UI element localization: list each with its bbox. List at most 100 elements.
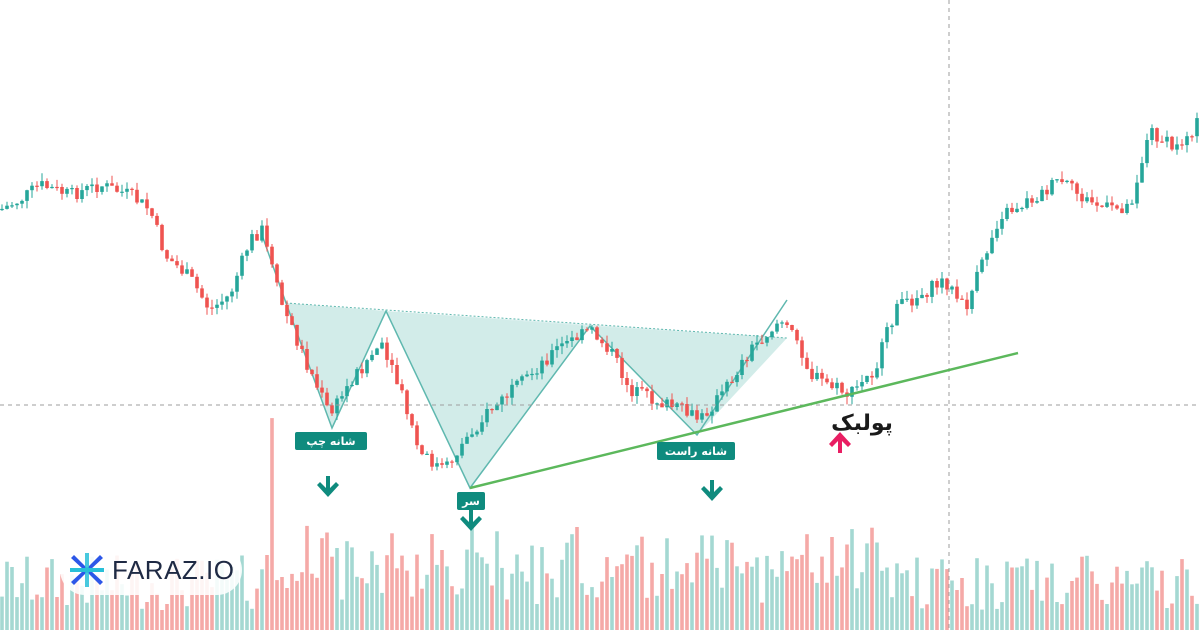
volume-bar: [545, 573, 549, 630]
candle-body: [205, 297, 209, 308]
candle-body: [870, 375, 874, 378]
candle-body: [235, 275, 239, 292]
volume-bar: [645, 597, 649, 630]
volume-bar: [810, 572, 814, 630]
candle-body: [175, 261, 179, 266]
volume-bar: [815, 582, 819, 630]
candle-body: [70, 188, 74, 190]
candle-body: [655, 403, 659, 405]
candle-body: [1045, 189, 1049, 195]
volume-bar: [995, 608, 999, 630]
volume-bar: [1025, 558, 1029, 630]
volume-bar: [270, 418, 274, 630]
candle-body: [255, 234, 259, 241]
candle-body: [795, 330, 799, 341]
volume-bar: [480, 557, 484, 630]
volume-bar: [10, 567, 14, 630]
volume-bar: [1020, 566, 1024, 630]
candle-body: [630, 385, 634, 397]
volume-bar: [1115, 566, 1119, 630]
volume-bar: [315, 577, 319, 630]
volume-bar: [405, 570, 409, 630]
candle-body: [110, 183, 114, 186]
candle-body: [420, 445, 424, 455]
volume-bar: [510, 573, 514, 630]
volume-bar: [385, 555, 389, 630]
candle-body: [430, 453, 434, 467]
candle-body: [1130, 203, 1134, 205]
candle-body: [815, 372, 819, 380]
candle-body: [285, 304, 289, 317]
candle-body: [665, 399, 669, 408]
pullback-text: پولبک: [831, 411, 893, 436]
volume-bar: [0, 596, 4, 630]
candle-body: [1070, 180, 1074, 184]
candle-body: [1090, 197, 1094, 203]
candle-body: [25, 190, 29, 201]
candle-body: [160, 224, 164, 251]
candle-body: [535, 373, 539, 375]
candle-body: [995, 228, 999, 238]
candle-body: [1175, 144, 1179, 150]
volume-bar: [605, 557, 609, 630]
volume-bar: [655, 595, 659, 630]
volume-bar: [150, 583, 154, 630]
volume-bar: [135, 564, 139, 630]
volume-bar: [20, 583, 24, 630]
volume-bar: [350, 547, 354, 630]
candle-body: [390, 359, 394, 365]
candle-body: [1135, 182, 1139, 204]
candle-body: [895, 303, 899, 326]
volume-bar: [295, 580, 299, 630]
candle-body: [475, 431, 479, 435]
volume-bar: [80, 585, 84, 630]
volume-bar: [875, 542, 879, 630]
asterisk-x-icon: [70, 553, 104, 587]
volume-bar: [280, 577, 284, 630]
candle-body: [850, 386, 854, 397]
volume-bar: [310, 573, 314, 630]
candle-body: [415, 425, 419, 446]
candle-body: [715, 395, 719, 412]
candle-body: [900, 299, 904, 304]
candle-body: [250, 234, 254, 251]
candle-body: [445, 461, 449, 465]
volume-bar: [870, 527, 874, 630]
volume-bar: [975, 558, 979, 630]
volume-bar: [1155, 590, 1159, 630]
candle-body: [185, 269, 189, 274]
candle-body: [60, 187, 64, 194]
candle-body: [650, 391, 654, 404]
volume-bar: [340, 599, 344, 630]
pattern-head-triangle: [386, 311, 590, 488]
volume-bar: [1160, 570, 1164, 630]
volume-bar: [955, 590, 959, 630]
volume-bar: [75, 582, 79, 630]
volume-bar: [110, 590, 114, 630]
candle-body: [525, 374, 529, 377]
candle-body: [320, 387, 324, 393]
candle-body: [970, 290, 974, 309]
candle-body: [350, 384, 354, 387]
candle-body: [955, 286, 959, 299]
candle-body: [345, 386, 349, 397]
candle-body: [10, 205, 14, 207]
candle-body: [835, 382, 839, 389]
candle-body: [270, 246, 274, 265]
volume-bar: [950, 580, 954, 630]
volume-bar: [35, 594, 39, 630]
candle-body: [115, 185, 119, 192]
candle-body: [170, 258, 174, 262]
head-label: سر: [457, 492, 485, 510]
volume-bar: [105, 569, 109, 630]
candle-body: [1040, 189, 1044, 202]
volume-bar: [855, 588, 859, 630]
volume-bar: [925, 604, 929, 630]
candle-body: [675, 403, 679, 407]
volume-bar: [95, 574, 99, 630]
volume-bar: [5, 561, 9, 630]
candle-body: [370, 354, 374, 361]
volume-bar: [895, 563, 899, 630]
volume-bar: [1190, 595, 1194, 630]
volume-bar: [650, 562, 654, 630]
